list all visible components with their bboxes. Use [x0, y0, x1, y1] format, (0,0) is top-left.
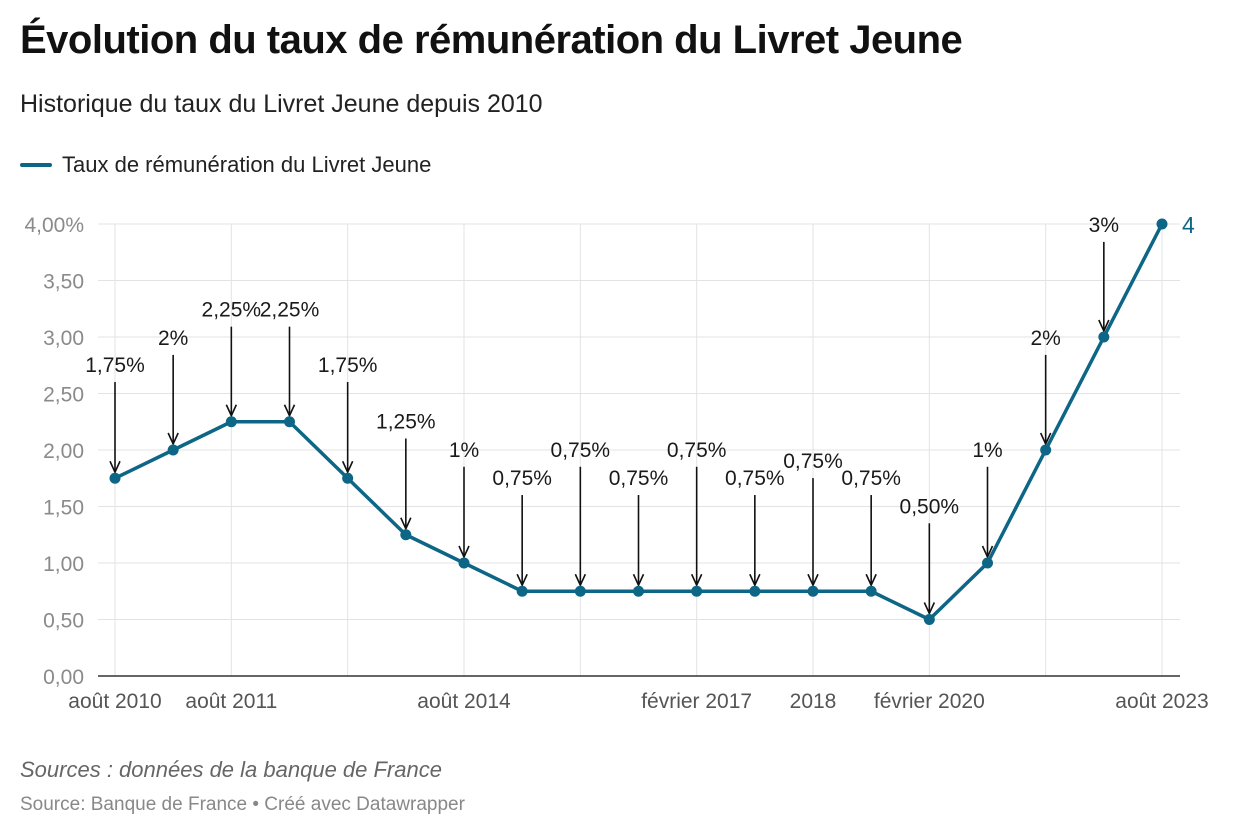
annotation-label: 2,25%: [260, 299, 320, 322]
annotation-label: 0,75%: [667, 439, 727, 462]
y-tick-label: 2,00: [43, 440, 84, 463]
data-point: [1098, 331, 1110, 343]
annotation-label: 2%: [158, 327, 188, 350]
data-point: [1040, 444, 1052, 456]
x-tick-label: août 2011: [185, 690, 277, 713]
annotation-label: 2,25%: [202, 299, 262, 322]
annotation-label: 0,75%: [609, 467, 669, 490]
chart-source: Source: Banque de France • Créé avec Dat…: [20, 794, 465, 815]
annotation-label: 1,75%: [85, 354, 145, 377]
annotation-label: 0,75%: [492, 467, 552, 490]
chart-subtitle: Historique du taux du Livret Jeune depui…: [20, 90, 543, 118]
y-tick-label: 3,50: [43, 271, 84, 294]
annotation-label: 1,75%: [318, 354, 378, 377]
data-point: [400, 529, 412, 541]
y-tick-label: 0,50: [43, 610, 84, 633]
data-point: [807, 585, 819, 597]
data-point: [1156, 218, 1168, 230]
y-tick-label: 3,00: [43, 327, 84, 350]
annotation-label: 2%: [1030, 327, 1060, 350]
y-tick-label: 4,00%: [24, 214, 84, 237]
annotation-label: 0,75%: [551, 439, 611, 462]
legend: Taux de rémunération du Livret Jeune: [20, 152, 431, 178]
y-tick-label: 2,50: [43, 384, 84, 407]
data-point: [633, 585, 644, 597]
data-point: [923, 614, 935, 625]
data-point: [225, 416, 237, 428]
data-point: [284, 416, 295, 428]
annotation-label: 0,75%: [783, 450, 843, 473]
data-point: [167, 444, 179, 456]
x-tick-label: février 2017: [641, 690, 752, 713]
annotation-label: 3%: [1089, 214, 1119, 237]
chart-title: Évolution du taux de rémunération du Liv…: [20, 18, 963, 62]
annotation-label: 1,25%: [376, 411, 436, 434]
y-tick-label: 1,00: [43, 553, 84, 576]
data-point: [865, 585, 877, 597]
legend-swatch: [20, 163, 52, 167]
legend-label: Taux de rémunération du Livret Jeune: [62, 152, 432, 177]
annotation-label: 0,75%: [841, 467, 901, 490]
x-tick-label: août 2010: [68, 690, 161, 713]
data-point: [342, 472, 354, 484]
data-point: [982, 557, 993, 569]
data-point: [516, 585, 528, 597]
annotation-label: 0,50%: [900, 495, 960, 518]
x-tick-label: août 2014: [417, 690, 511, 713]
series-end-label: 4: [1182, 212, 1195, 238]
y-tick-label: 1,50: [43, 497, 84, 520]
data-point: [749, 585, 761, 597]
x-tick-label: août 2023: [1115, 690, 1208, 713]
chart-notes: Sources : données de la banque de France: [20, 757, 442, 782]
data-point: [574, 585, 586, 597]
data-point: [109, 472, 121, 484]
annotation-label: 1%: [449, 439, 479, 462]
annotation-label: 0,75%: [725, 467, 785, 490]
x-tick-label: février 2020: [874, 690, 985, 713]
data-point: [458, 557, 470, 569]
data-point: [691, 585, 703, 597]
y-tick-label: 0,00: [43, 666, 84, 689]
annotation-label: 1%: [972, 439, 1002, 462]
x-tick-label: 2018: [790, 690, 837, 713]
